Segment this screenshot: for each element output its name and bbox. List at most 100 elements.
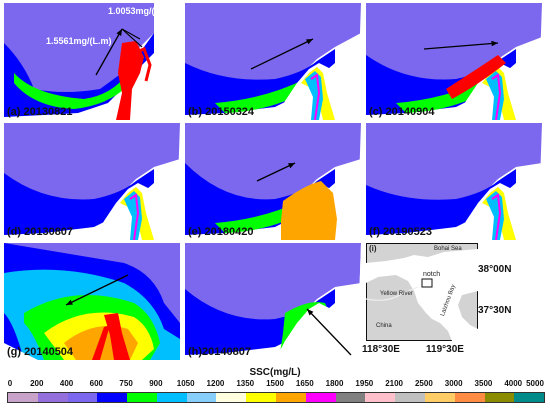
legend-swatch [8, 393, 38, 402]
legend-swatch [424, 393, 455, 402]
inset-map-image [366, 243, 478, 341]
trend-arrow [65, 274, 129, 306]
legend-swatch [156, 393, 187, 402]
turbid-band [215, 79, 313, 113]
river-plume [104, 313, 130, 360]
land-coast [456, 123, 542, 240]
latitude-label-38n: 38°00N [478, 264, 512, 275]
legend-tick: 1200 [206, 379, 225, 388]
annotation-value-2: 1.5561mg/(L.m) [46, 36, 112, 46]
arrow-head [66, 299, 73, 305]
panel-label: (g) 20140504 [7, 346, 74, 358]
map-e-image [185, 123, 361, 240]
trend-arrow [306, 308, 352, 356]
callout-line [121, 28, 143, 48]
callout-line [121, 28, 141, 40]
panel-label: (f) 20190523 [369, 226, 432, 238]
red-band [92, 325, 110, 360]
legend-tick-labels: 0 200 400 600 750 900 1050 1200 1350 1500 1650 1800… [0, 379, 550, 391]
trend-arrow [423, 42, 499, 50]
land-coast [94, 123, 180, 240]
map-h-image [185, 243, 361, 360]
legend-tick: 3000 [444, 379, 463, 388]
river-plume [116, 41, 144, 120]
map-g-image [4, 243, 180, 360]
map-d-image [4, 123, 180, 240]
inset-label-china: China [376, 323, 392, 329]
legend-swatch [186, 393, 217, 402]
legend-tick: 4000 [504, 379, 523, 388]
map-panel-c: (c) 20140904 [366, 3, 542, 120]
legend-tick: 1500 [266, 379, 284, 388]
near-shore-water [366, 169, 516, 235]
turbid-band [14, 73, 132, 109]
river-channel [129, 193, 140, 240]
inset-label-bohai-sea: Bohai Sea [434, 246, 462, 252]
river-channel [310, 73, 321, 120]
inset-label-yellow-river: Yellow River [380, 291, 413, 297]
map-panel-a: 1.0053mg/(L.m) 1.5561mg/(L.m) (a) 201308… [4, 3, 180, 120]
inset-label-notch: notch [423, 271, 441, 278]
legend-title: SSC(mg/L) [249, 367, 301, 378]
near-shore-water [4, 169, 154, 235]
legend-tick: 750 [119, 379, 133, 388]
legend-swatch [67, 393, 98, 402]
legend-tick: 1350 [236, 379, 255, 388]
legend-tick: 1050 [176, 379, 195, 388]
legend-swatch [37, 393, 68, 402]
inset-panel-label: (i) [369, 244, 377, 253]
trend-arrow [95, 28, 123, 76]
panel-label: (d) 20130807 [7, 226, 74, 238]
panel-label: (e) 20180420 [188, 226, 254, 238]
arrow-head [116, 29, 122, 36]
arrow-head [288, 163, 295, 169]
near-shore-water [185, 289, 335, 355]
map-c-image [366, 3, 542, 120]
land-coast [275, 3, 361, 120]
land-coast [4, 343, 38, 360]
latitude-label-37-30n: 37°30N [478, 305, 512, 316]
red-band [446, 55, 506, 99]
legend-tick: 900 [149, 379, 163, 388]
legend-swatch [97, 393, 128, 402]
river-channel [133, 47, 152, 82]
legend-swatch [514, 393, 545, 402]
legend-tick: 2500 [414, 379, 433, 388]
arrow-head [307, 309, 314, 316]
legend-swatch [127, 393, 157, 402]
legend-tick: 5000 [526, 379, 544, 388]
near-shore-water [185, 163, 335, 235]
trend-arrow [256, 162, 296, 182]
arrow-head [306, 39, 313, 45]
legend-tick: 1800 [325, 379, 344, 388]
legend-tick: 400 [59, 379, 74, 388]
map-panel-b: (b) 20150324 [185, 3, 361, 120]
river-channel [491, 73, 502, 120]
near-shore-water [366, 49, 516, 115]
legend-tick: 200 [30, 379, 44, 388]
legend-tick: 0 [7, 379, 13, 388]
river-channel [491, 193, 502, 240]
legend-swatch [395, 393, 425, 402]
map-panel-d: (d) 20130807 [4, 123, 180, 240]
map-panel-h: (h)20140807 [185, 243, 361, 360]
legend-swatch [454, 393, 485, 402]
map-a-image [4, 3, 180, 120]
legend-color-bar [7, 392, 545, 403]
legend-swatch [216, 393, 247, 402]
legend-swatch [276, 393, 306, 402]
longitude-label-118-30e: 118°30E [362, 344, 400, 355]
map-f-image [366, 123, 542, 240]
panel-label: (c) 20140904 [369, 106, 435, 118]
map-panel-g: (g) 20140504 [4, 243, 180, 360]
trend-arrow [250, 38, 314, 70]
legend-swatch [335, 393, 366, 402]
legend-swatch [484, 393, 515, 402]
legend-tick: 2100 [385, 379, 404, 388]
legend-swatch [305, 393, 336, 402]
panel-label: (h)20140807 [188, 346, 251, 358]
inset-location-map: (i) Bohai Sea notch Yellow River Laizhou… [366, 243, 478, 341]
legend-swatch [246, 393, 277, 402]
legend-tick: 1950 [355, 379, 374, 388]
longitude-label-119-30e: 119°30E [426, 344, 464, 355]
